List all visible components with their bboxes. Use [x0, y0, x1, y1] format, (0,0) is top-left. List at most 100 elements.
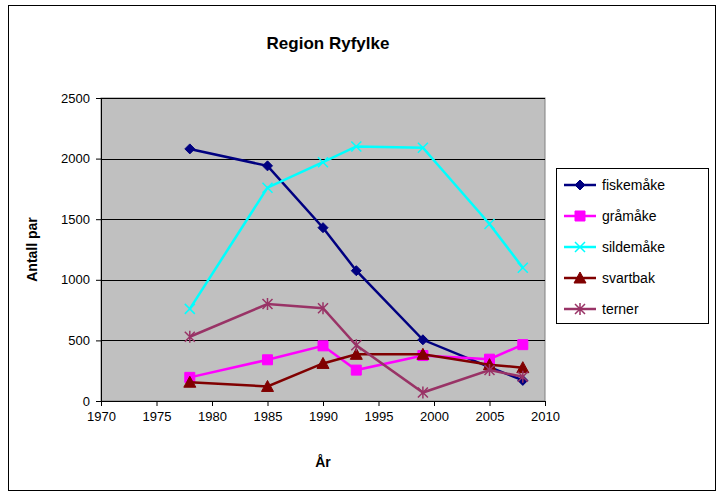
legend-marker — [575, 211, 585, 221]
series — [184, 348, 529, 391]
tick: 1500 — [61, 212, 101, 227]
tick-mark — [434, 401, 435, 406]
tick: 1980 — [198, 401, 227, 424]
plot-marks — [184, 141, 529, 398]
legend-box — [557, 169, 709, 324]
legend-marker — [574, 272, 586, 283]
series-line — [190, 304, 523, 392]
tick-label: 2000 — [420, 409, 449, 424]
legend-entry: gråmåke — [564, 208, 657, 224]
marker — [318, 223, 328, 233]
tick-mark — [96, 280, 101, 281]
axis-line — [96, 99, 102, 402]
tick-label: 2010 — [531, 409, 560, 424]
tick: 2000 — [61, 151, 101, 166]
tick-mark — [96, 401, 101, 402]
series — [185, 144, 528, 385]
marker — [185, 144, 195, 154]
series — [185, 141, 528, 313]
tick-label: 0 — [83, 394, 90, 409]
chart-title: Region Ryfylke — [267, 34, 390, 53]
marker — [518, 340, 528, 350]
legend-label: sildemåke — [602, 239, 665, 255]
marker — [263, 161, 273, 171]
tick: 2000 — [420, 401, 449, 424]
tick-mark — [96, 219, 101, 220]
marker — [518, 371, 528, 383]
chart: 1970 1975 1980 1985 1990 1995 2000 2005 2010 0 500… — [0, 0, 724, 498]
legend-label: gråmåke — [602, 208, 657, 224]
tick-mark — [96, 159, 101, 160]
tick: 1985 — [254, 401, 283, 424]
tick-label: 1000 — [61, 272, 90, 287]
grid-line — [101, 280, 545, 281]
tick-label: 1990 — [309, 409, 338, 424]
grid-line — [101, 98, 545, 99]
tick-mark — [212, 401, 213, 406]
legend-entry: terner — [564, 301, 639, 317]
tick: 0 — [83, 394, 101, 409]
legend-label: terner — [602, 301, 639, 317]
grid-line — [101, 219, 545, 220]
marker — [518, 263, 528, 273]
tick-mark — [323, 401, 324, 406]
legend-entry: sildemåke — [564, 239, 665, 255]
tick-label: 1995 — [365, 409, 394, 424]
marker — [185, 331, 195, 343]
marker — [418, 387, 428, 399]
tick: 500 — [68, 333, 101, 348]
tick: 1990 — [309, 401, 338, 424]
marker — [418, 143, 428, 153]
tick: 2010 — [531, 401, 560, 424]
tick: 2500 — [61, 91, 101, 106]
legend-marker — [575, 303, 585, 315]
tick-mark — [157, 401, 158, 406]
marker — [485, 219, 495, 229]
tick: 1975 — [143, 401, 172, 424]
y-axis-title: Antall par — [24, 217, 40, 282]
legend-marker — [575, 242, 585, 252]
marker — [351, 365, 361, 375]
tick-label: 1980 — [198, 409, 227, 424]
marker — [263, 183, 273, 193]
axis-line — [102, 402, 546, 407]
grid — [101, 99, 545, 402]
marker — [263, 298, 273, 310]
tick-label: 2005 — [476, 409, 505, 424]
series-line — [190, 146, 523, 308]
tick-label: 1500 — [61, 212, 90, 227]
legend-label: svartbak — [602, 270, 656, 286]
tick-label: 1975 — [143, 409, 172, 424]
chart-border — [9, 6, 716, 491]
tick: 1995 — [365, 401, 394, 424]
legend: fiskemåke gråmåke sildemåke svartbak terner — [557, 169, 709, 324]
series — [185, 340, 528, 383]
tick-mark — [268, 401, 269, 406]
marker — [184, 376, 196, 387]
marker — [351, 141, 361, 151]
tick: 2005 — [476, 401, 505, 424]
marker — [418, 335, 428, 345]
tick: 1000 — [61, 272, 101, 287]
marker — [417, 348, 429, 359]
tick-mark — [96, 98, 101, 99]
series-line — [190, 149, 523, 380]
marker — [263, 355, 273, 365]
marker — [262, 380, 274, 391]
tick-label: 1970 — [87, 409, 116, 424]
marker — [185, 304, 195, 314]
tick-label: 1985 — [254, 409, 283, 424]
y-axis: 0 500 1000 1500 2000 2500 — [61, 91, 101, 409]
grid-line — [101, 159, 545, 160]
legend-marker — [575, 180, 585, 190]
x-axis: 1970 1975 1980 1985 1990 1995 2000 2005 2010 — [87, 401, 560, 424]
marker — [318, 341, 328, 351]
tick-mark — [96, 340, 101, 341]
marker — [351, 339, 361, 351]
legend-entry: fiskemåke — [564, 177, 665, 193]
tick-label: 2000 — [61, 151, 90, 166]
marker — [317, 357, 329, 368]
tick-mark — [379, 401, 380, 406]
marker — [318, 302, 328, 314]
series — [185, 298, 528, 398]
